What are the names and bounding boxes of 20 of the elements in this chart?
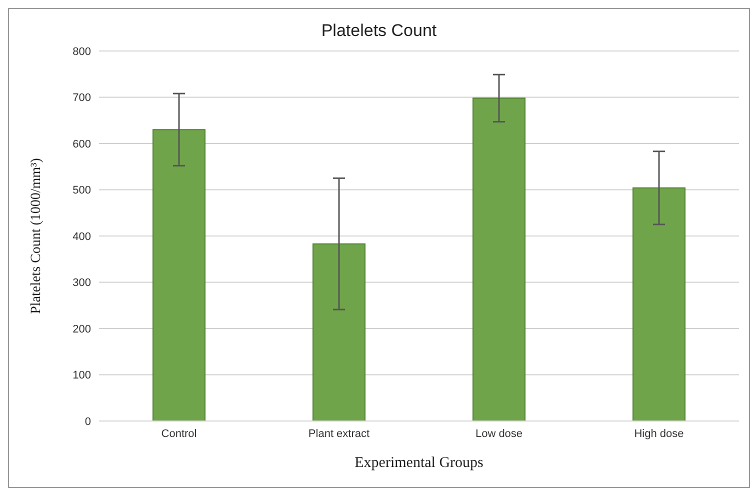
- x-tick-label: Plant extract: [308, 428, 370, 440]
- y-tick-label: 400: [72, 230, 91, 243]
- x-tick-label: Control: [161, 428, 197, 440]
- x-tick-label: Low dose: [475, 428, 523, 440]
- y-axis-title: Platelets Count (1000/mm³): [28, 158, 44, 314]
- x-tick-label: High dose: [634, 428, 684, 440]
- y-tick-label: 600: [72, 138, 91, 150]
- y-tick-label: 300: [72, 277, 91, 290]
- bar: [632, 187, 686, 421]
- bar: [312, 243, 366, 421]
- y-tick-label: 500: [72, 184, 91, 197]
- y-tick-label: 200: [72, 323, 91, 336]
- bar: [472, 98, 526, 421]
- y-tick-label: 800: [72, 46, 91, 58]
- y-tick-label: 0: [84, 416, 91, 428]
- y-tick-label: 700: [72, 92, 91, 104]
- y-tick-label: 100: [72, 370, 91, 382]
- x-axis-title: Experimental Groups: [354, 455, 484, 471]
- bar: [152, 129, 206, 421]
- chart-title: Platelets Count: [320, 21, 438, 41]
